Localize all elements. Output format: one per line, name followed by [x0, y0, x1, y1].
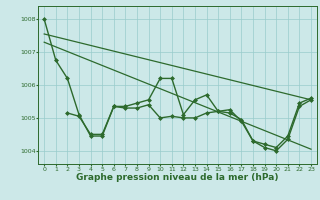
- X-axis label: Graphe pression niveau de la mer (hPa): Graphe pression niveau de la mer (hPa): [76, 173, 279, 182]
